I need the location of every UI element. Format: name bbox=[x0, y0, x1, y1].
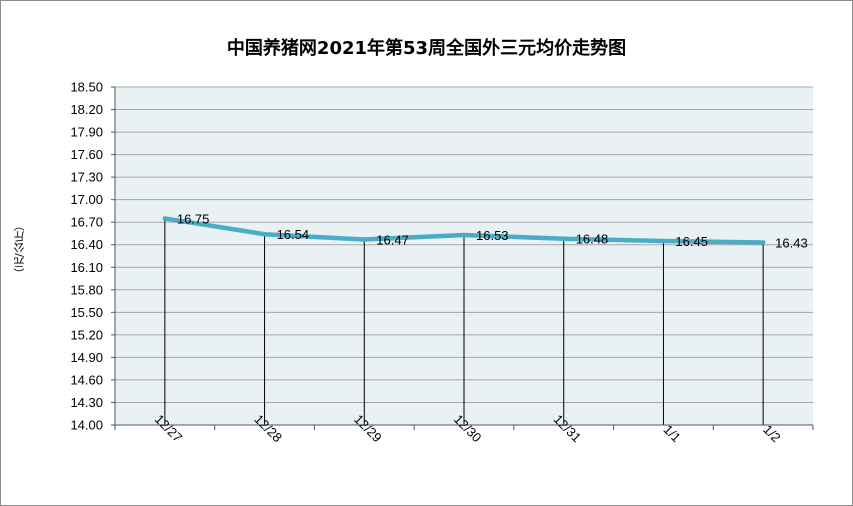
data-point bbox=[561, 236, 566, 241]
y-tick-label: 18.50 bbox=[70, 80, 103, 95]
y-tick-label: 17.60 bbox=[70, 147, 103, 162]
y-tick-label: 14.60 bbox=[70, 372, 103, 387]
data-point bbox=[362, 237, 367, 242]
series-line bbox=[162, 216, 766, 245]
data-label: 16.43 bbox=[775, 235, 808, 250]
data-label: 16.53 bbox=[476, 228, 509, 243]
y-tick-label: 15.80 bbox=[70, 282, 103, 297]
data-labels: 16.75 16.54 16.47 16.53 16.48 16.45 16.43 bbox=[177, 211, 808, 250]
data-point bbox=[761, 240, 766, 245]
y-tick-label: 14.30 bbox=[70, 395, 103, 410]
y-tick-label: 17.30 bbox=[70, 170, 103, 185]
data-label: 16.45 bbox=[675, 234, 708, 249]
data-point bbox=[661, 238, 666, 243]
y-tick-label: 14.00 bbox=[70, 418, 103, 433]
data-label: 16.47 bbox=[376, 232, 409, 247]
y-tick-label: 16.70 bbox=[70, 215, 103, 230]
y-tick-label: 17.90 bbox=[70, 125, 103, 140]
y-tick-label: 14.90 bbox=[70, 350, 103, 365]
y-tick-label: 17.00 bbox=[70, 192, 103, 207]
data-label: 16.75 bbox=[177, 211, 210, 226]
y-tick-label: 15.50 bbox=[70, 305, 103, 320]
data-label: 16.48 bbox=[576, 232, 609, 247]
y-tick-labels: 18.50 18.20 17.90 17.60 17.30 17.00 16.70 16.40… bbox=[70, 80, 115, 433]
y-tick-label: 16.40 bbox=[70, 237, 103, 252]
y-tick-label: 18.20 bbox=[70, 102, 103, 117]
drop-lines bbox=[164, 218, 764, 425]
chart-title: 中国养猪网2021年第53周全国外三元均价走势图 bbox=[226, 38, 627, 59]
y-tick-label: 16.10 bbox=[70, 260, 103, 275]
data-label: 16.54 bbox=[277, 227, 310, 242]
data-point bbox=[462, 232, 466, 237]
data-point bbox=[262, 232, 267, 237]
data-point bbox=[162, 216, 167, 221]
axes bbox=[114, 87, 814, 430]
y-tick-label: 15.20 bbox=[70, 327, 103, 342]
